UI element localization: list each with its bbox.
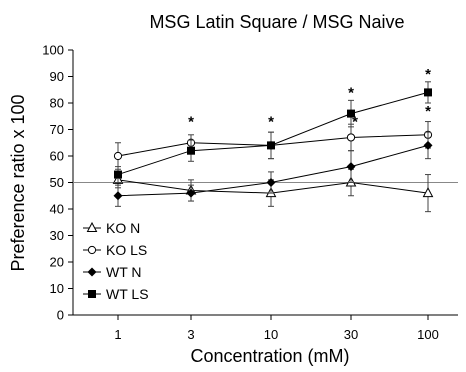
plot-area: 0 10 20 30 40 50 60 70 80 90 100 1 3 10 30 100 * * * * * * KO …: [42, 43, 458, 342]
legend-marker: [87, 245, 97, 255]
significance-star: *: [188, 114, 194, 131]
data-point: [422, 187, 434, 198]
x-tick-label: 100: [417, 327, 439, 342]
data-point: [347, 109, 355, 118]
legend-entry: KO N: [106, 220, 140, 236]
legend-marker: [86, 221, 98, 232]
significance-star: *: [268, 114, 274, 131]
x-axis-label: Concentration (mM): [190, 346, 349, 366]
data-point: [113, 191, 123, 201]
y-tick-label: 100: [42, 43, 64, 58]
series-wt-ls: [114, 81, 432, 183]
data-point: [423, 140, 433, 150]
y-tick-label: 70: [50, 122, 64, 137]
significance-star: *: [352, 114, 358, 131]
y-axis-label: Preference ratio x 100: [8, 94, 28, 271]
legend-entry: WT LS: [106, 286, 149, 302]
chart-title: MSG Latin Square / MSG Naive: [149, 12, 404, 32]
series-ko-n: [112, 168, 434, 213]
significance-star: *: [425, 103, 431, 120]
series-wt-n: [113, 131, 433, 207]
y-tick-label: 80: [50, 96, 64, 111]
legend: KO N KO LS WT N WT LS: [83, 220, 149, 302]
y-tick-label: 50: [50, 175, 64, 190]
series-line: [117, 144, 429, 197]
y-tick-label: 20: [50, 255, 64, 270]
data-point: [266, 178, 276, 187]
legend-entry: KO LS: [106, 242, 147, 258]
data-point: [114, 170, 122, 179]
data-point: [113, 151, 123, 161]
y-tick-label: 30: [50, 228, 64, 243]
legend-marker: [88, 290, 96, 298]
data-point: [424, 88, 432, 97]
legend-marker: [87, 267, 97, 277]
y-tick-label: 10: [50, 281, 64, 296]
data-point: [346, 133, 356, 142]
series-line: [117, 91, 429, 176]
legend-entry: WT N: [106, 264, 142, 280]
x-tick-label: 30: [344, 327, 358, 342]
x-tick-label: 1: [114, 327, 121, 342]
data-point: [187, 146, 195, 155]
y-tick-label: 60: [50, 149, 64, 164]
y-tick-label: 0: [57, 308, 64, 323]
y-tick-label: 40: [50, 202, 64, 217]
x-tick-label: 10: [264, 327, 278, 342]
significance-star: *: [425, 66, 431, 83]
data-point: [186, 188, 196, 198]
x-tick-label: 3: [187, 327, 194, 342]
significance-star: *: [348, 84, 354, 101]
y-tick-label: 90: [50, 69, 64, 84]
data-point: [346, 162, 356, 172]
data-point: [267, 141, 275, 150]
